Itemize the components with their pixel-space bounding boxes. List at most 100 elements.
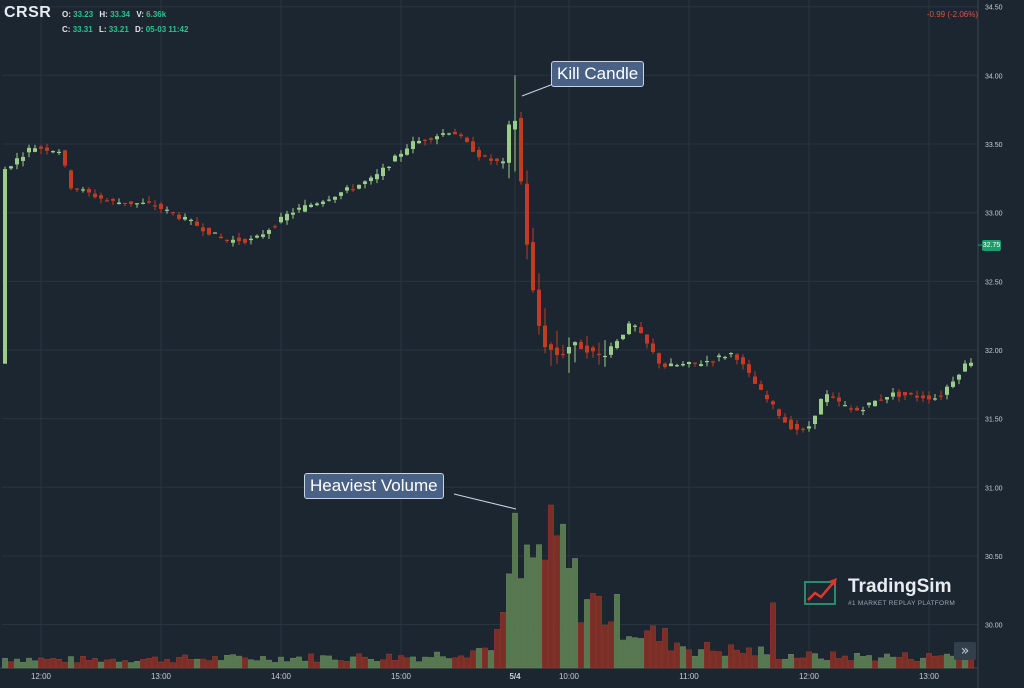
volume-bar — [854, 652, 860, 669]
volume-bar — [386, 653, 392, 669]
volume-bar — [638, 638, 644, 669]
candle-body — [531, 242, 535, 291]
volume-bar — [362, 656, 368, 669]
candle-body — [183, 216, 187, 220]
scroll-to-latest-button[interactable]: » — [954, 642, 976, 660]
candle-body — [195, 221, 199, 226]
volume-bar — [194, 658, 200, 669]
volume-bar — [584, 599, 590, 669]
candle-body — [411, 141, 415, 149]
volume-bar — [218, 660, 224, 669]
volume-bar — [290, 657, 296, 669]
candle-body — [717, 355, 721, 358]
candle-body — [171, 212, 175, 214]
high-value: 33.34 — [110, 10, 131, 19]
volume-bar — [272, 662, 278, 669]
candle-body — [723, 356, 727, 359]
last-price-badge: 32.75 — [982, 240, 1001, 251]
candle-body — [507, 124, 511, 163]
candle-body — [177, 214, 181, 220]
volume-bar — [116, 661, 122, 669]
candle-body — [675, 365, 679, 367]
candle-body — [291, 212, 295, 215]
volume-bar — [752, 655, 758, 669]
volume-bar — [644, 630, 650, 669]
candle-body — [801, 428, 805, 430]
volume-bar — [800, 657, 806, 669]
volume-bar — [500, 612, 506, 669]
volume-bar — [242, 657, 248, 669]
candle-body — [957, 374, 961, 380]
candle-body — [861, 409, 865, 412]
candle-body — [267, 230, 271, 234]
volume-bar — [920, 657, 926, 669]
candle-body — [15, 158, 19, 165]
candle-body — [561, 353, 565, 356]
candle-body — [711, 361, 715, 363]
candle-body — [819, 398, 823, 415]
y-tick-label: 30.50 — [985, 554, 1003, 561]
candle-body — [357, 184, 361, 189]
volume-bar — [734, 649, 740, 669]
volume-bar — [740, 653, 746, 669]
volume-bar — [62, 661, 68, 669]
volume-label: V: — [136, 10, 144, 19]
candle-body — [249, 238, 253, 241]
candle-body — [285, 213, 289, 221]
candle-body — [627, 323, 631, 335]
volume-bar — [26, 657, 32, 669]
volume-bar — [110, 658, 116, 669]
volume-bar — [848, 660, 854, 669]
volume-bar — [350, 656, 356, 669]
candle-body — [75, 188, 79, 190]
candle-body — [963, 363, 967, 372]
volume-bar — [866, 655, 872, 669]
volume-bar — [38, 657, 44, 669]
x-tick-label: 11:00 — [679, 672, 699, 681]
candle-body — [591, 347, 595, 352]
candle-body — [693, 362, 697, 364]
volume-value: 6.36k — [146, 10, 167, 19]
volume-bar — [122, 660, 128, 669]
volume-bar — [86, 659, 92, 669]
volume-bar — [20, 661, 26, 669]
candle-body — [909, 392, 913, 395]
candle-body — [633, 325, 637, 327]
volume-bar — [770, 602, 776, 669]
volume-bar — [98, 661, 104, 669]
volume-bar — [698, 649, 704, 669]
candle-body — [897, 391, 901, 397]
volume-bar — [776, 659, 782, 669]
candle-body — [699, 364, 703, 366]
candle-body — [141, 202, 145, 204]
candle-body — [315, 203, 319, 206]
volume-bar — [266, 659, 272, 669]
volume-bar — [890, 656, 896, 669]
volume-bar — [248, 659, 254, 669]
y-tick-label: 31.50 — [985, 417, 1003, 424]
candle-body — [435, 136, 439, 140]
volume-bar — [548, 504, 554, 669]
x-tick-label: 12:00 — [31, 672, 52, 681]
candle-body — [483, 155, 487, 157]
volume-bar — [782, 659, 788, 669]
volume-bar — [608, 621, 614, 669]
volume-bar — [422, 656, 428, 669]
volume-bar — [398, 655, 404, 669]
y-tick-label: 31.00 — [985, 485, 1003, 492]
volume-bar — [836, 658, 842, 669]
volume-bar — [710, 650, 716, 669]
volume-bar — [284, 661, 290, 669]
volume-bar — [512, 512, 518, 669]
candle-body — [543, 325, 547, 348]
x-tick-label: 12:00 — [799, 672, 820, 681]
candle-body — [741, 357, 745, 365]
volume-bar — [812, 653, 818, 669]
volume-bar — [794, 657, 800, 669]
candle-body — [795, 423, 799, 430]
candle-body — [225, 239, 229, 242]
candle-body — [867, 402, 871, 406]
